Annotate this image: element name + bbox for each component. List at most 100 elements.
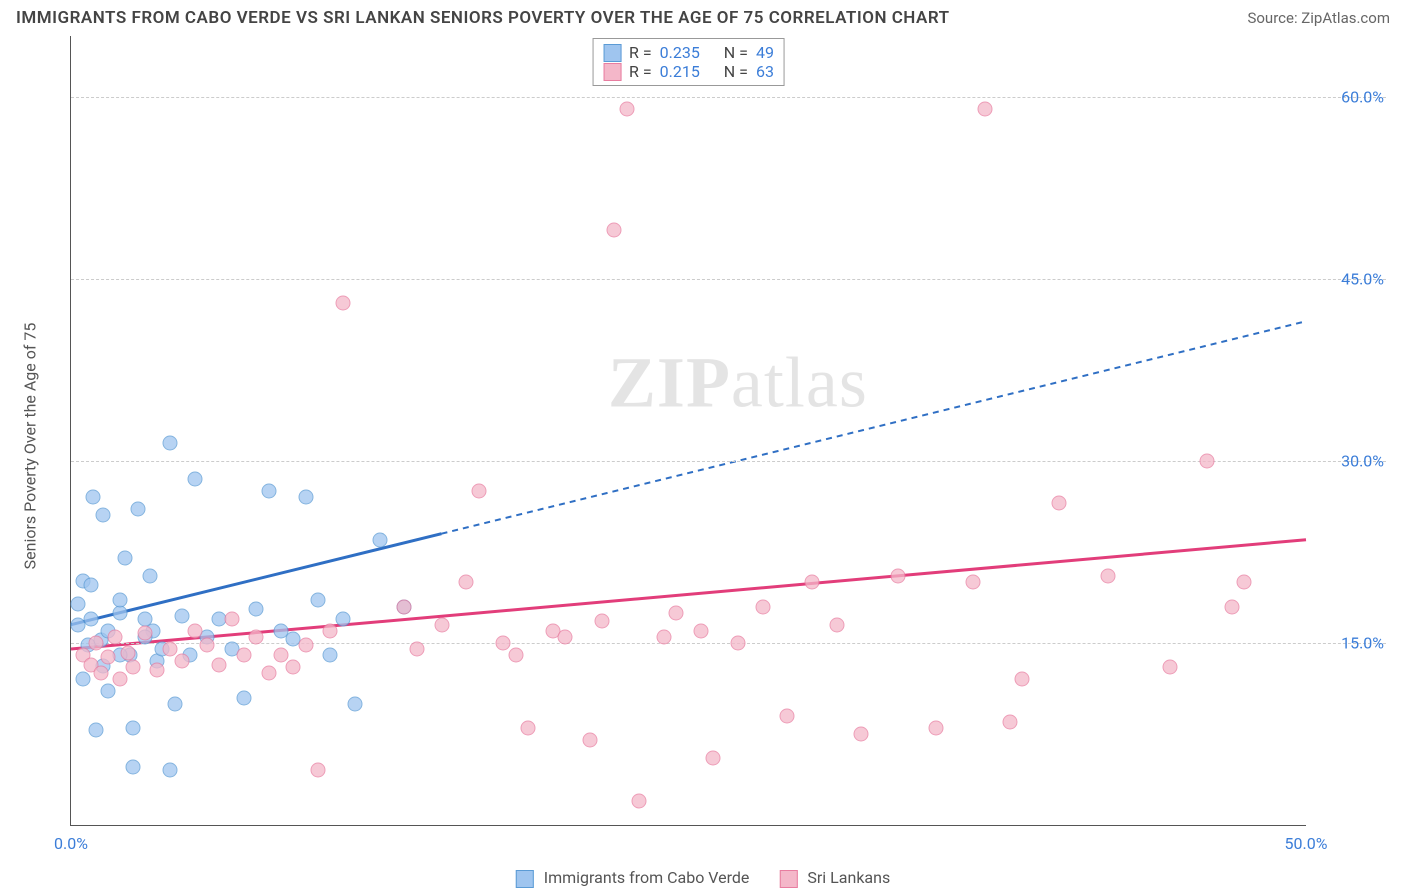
n-label: N = [724,62,748,81]
x-tick-label: 0.0% [54,834,88,853]
data-point-blue [143,569,158,584]
chart-source: Source: ZipAtlas.com [1247,9,1390,27]
data-point-pink [730,635,745,650]
data-point-blue [83,611,98,626]
data-point-pink [175,654,190,669]
chart-container: Seniors Poverty Over the Age of 75 R = 0… [40,36,1386,856]
data-point-pink [108,629,123,644]
gridline [71,461,1386,462]
data-point-pink [199,638,214,653]
data-point-pink [977,101,992,116]
data-point-pink [755,599,770,614]
n-value-blue: 49 [756,43,774,62]
data-point-blue [249,601,264,616]
data-point-pink [335,296,350,311]
swatch-pink-icon [603,63,621,81]
plot-area: R = 0.235 N = 49 R = 0.215 N = 63 ZIPatl… [70,36,1306,826]
gridline [71,279,1386,280]
data-point-pink [1002,714,1017,729]
data-point-pink [928,720,943,735]
legend-label-blue: Immigrants from Cabo Verde [544,868,750,887]
data-point-pink [1200,453,1215,468]
data-point-pink [397,599,412,614]
y-axis-label: Seniors Poverty Over the Age of 75 [21,323,40,570]
data-point-pink [1224,599,1239,614]
data-point-pink [619,101,634,116]
data-point-pink [138,626,153,641]
data-point-blue [76,672,91,687]
y-tick-label: 30.0% [1341,451,1384,470]
data-point-pink [249,629,264,644]
data-point-blue [125,759,140,774]
y-tick-label: 60.0% [1341,87,1384,106]
data-point-pink [1237,575,1252,590]
r-value-pink: 0.215 [660,62,700,81]
legend-label-pink: Sri Lankans [807,868,890,887]
data-point-blue [96,508,111,523]
y-tick-label: 45.0% [1341,269,1384,288]
data-point-pink [1052,496,1067,511]
data-point-pink [93,666,108,681]
data-point-blue [71,597,86,612]
data-point-pink [558,629,573,644]
data-point-blue [130,502,145,517]
data-point-pink [409,641,424,656]
x-tick-label: 50.0% [1285,834,1328,853]
data-point-pink [780,708,795,723]
data-point-blue [298,490,313,505]
data-point-pink [1163,660,1178,675]
n-label: N = [724,43,748,62]
data-point-blue [118,550,133,565]
data-point-pink [187,623,202,638]
data-point-blue [162,763,177,778]
data-point-blue [88,723,103,738]
data-point-blue [372,532,387,547]
data-point-pink [113,672,128,687]
data-point-pink [88,635,103,650]
data-point-blue [335,611,350,626]
data-point-pink [829,617,844,632]
data-point-pink [854,726,869,741]
data-point-pink [261,666,276,681]
data-point-pink [125,660,140,675]
y-tick-label: 15.0% [1341,633,1384,652]
data-point-blue [187,472,202,487]
data-point-blue [86,490,101,505]
data-point-pink [150,662,165,677]
data-point-pink [595,614,610,629]
legend-item-pink: Sri Lankans [779,868,890,888]
data-point-blue [175,609,190,624]
n-value-pink: 63 [756,62,774,81]
r-label: R = [629,62,652,81]
chart-header: IMMIGRANTS FROM CABO VERDE VS SRI LANKAN… [0,0,1406,32]
data-point-pink [582,733,597,748]
gridline [71,643,1386,644]
data-point-blue [162,435,177,450]
data-point-pink [434,617,449,632]
r-value-blue: 0.235 [660,43,700,62]
data-point-blue [348,696,363,711]
data-point-pink [805,575,820,590]
data-point-pink [508,648,523,663]
correlation-legend: R = 0.235 N = 49 R = 0.215 N = 63 [592,38,785,86]
data-point-pink [693,623,708,638]
data-point-pink [459,575,474,590]
data-point-blue [236,690,251,705]
data-point-blue [261,484,276,499]
data-point-pink [1014,672,1029,687]
data-point-pink [224,611,239,626]
data-point-pink [471,484,486,499]
data-point-pink [520,720,535,735]
data-point-pink [656,629,671,644]
data-point-blue [101,684,116,699]
data-point-pink [1101,569,1116,584]
data-point-blue [167,696,182,711]
data-point-pink [607,223,622,238]
data-point-pink [706,751,721,766]
data-point-pink [323,623,338,638]
data-point-pink [632,793,647,808]
swatch-pink-icon [779,870,797,888]
data-point-blue [323,648,338,663]
gridline [71,97,1386,98]
data-point-blue [113,593,128,608]
